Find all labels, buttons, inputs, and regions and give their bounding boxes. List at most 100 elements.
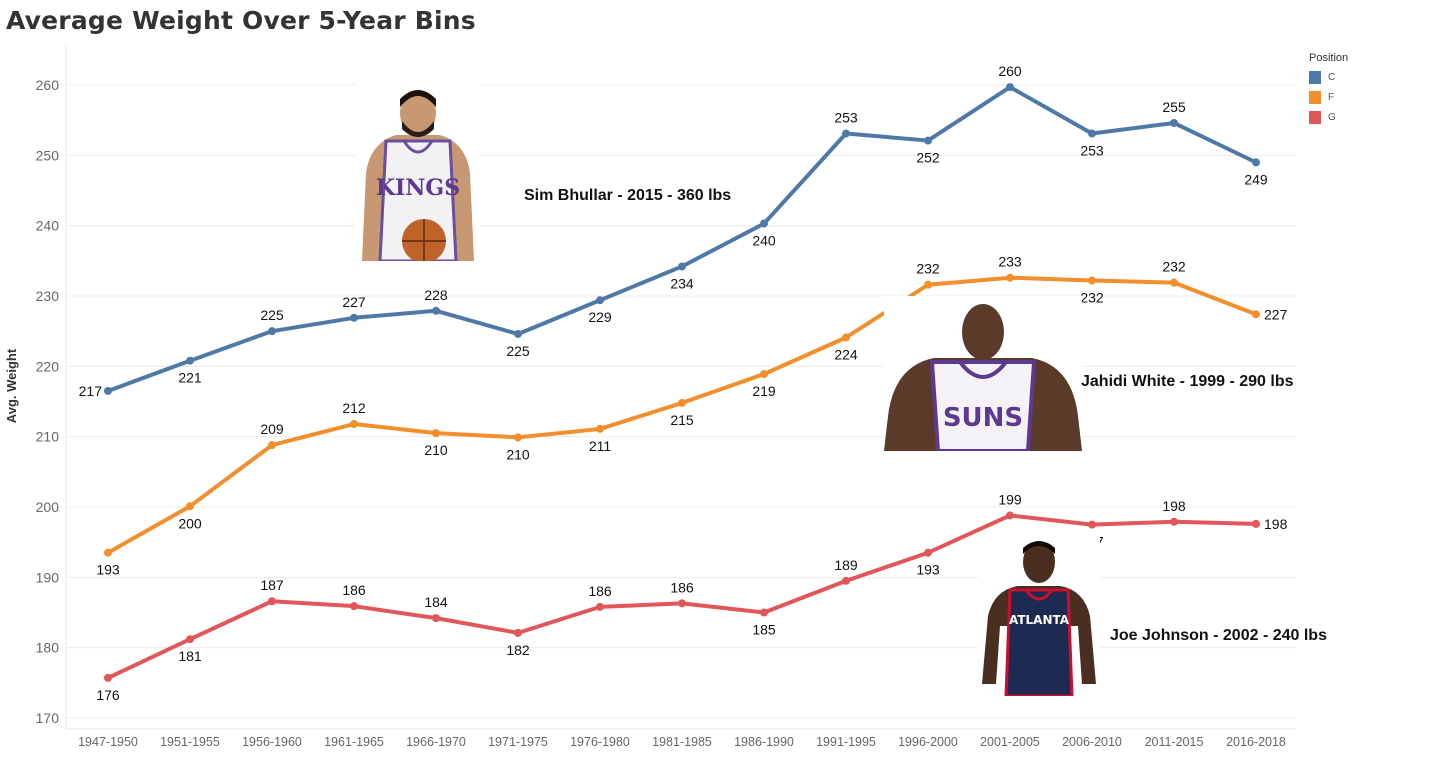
data-point-f[interactable] — [596, 424, 604, 433]
data-point-g[interactable] — [760, 608, 768, 617]
data-point-c[interactable] — [1252, 158, 1260, 167]
data-point-g[interactable] — [104, 673, 112, 682]
data-point-c[interactable] — [760, 219, 768, 228]
jersey-team-suns: SUNS — [943, 403, 1023, 433]
data-point-c[interactable] — [1006, 83, 1014, 92]
data-label-f: 224 — [834, 346, 858, 362]
legend-item-c[interactable]: C — [1309, 67, 1348, 87]
y-tick-label: 250 — [36, 147, 60, 163]
jersey-team-atlanta: ATLANTA — [1009, 613, 1070, 627]
data-label-c: 240 — [752, 233, 776, 249]
data-point-c[interactable] — [596, 296, 604, 305]
data-label-c: 249 — [1244, 171, 1268, 187]
x-tick-label: 1951-1955 — [160, 735, 220, 749]
chart-title: Average Weight Over 5-Year Bins — [6, 6, 476, 35]
series-line-c — [106, 85, 1258, 393]
data-point-f[interactable] — [350, 420, 358, 429]
data-label-f: 200 — [178, 515, 202, 531]
data-point-c[interactable] — [1170, 118, 1178, 127]
y-tick-label: 180 — [36, 640, 60, 656]
data-label-c: 225 — [506, 343, 530, 359]
data-point-g[interactable] — [268, 597, 276, 606]
data-label-g: 198 — [1264, 516, 1288, 532]
data-label-c: 217 — [79, 383, 103, 399]
data-point-c[interactable] — [432, 306, 440, 315]
data-point-g[interactable] — [1252, 519, 1260, 528]
data-point-f[interactable] — [1088, 276, 1096, 285]
data-point-f[interactable] — [1252, 310, 1260, 319]
data-label-c: 229 — [588, 309, 612, 325]
data-point-c[interactable] — [842, 129, 850, 138]
player-photo-joe-johnson: ATLANTA — [978, 534, 1100, 696]
data-point-f[interactable] — [514, 433, 522, 442]
data-point-g[interactable] — [842, 576, 850, 585]
data-point-c[interactable] — [268, 327, 276, 336]
data-point-g[interactable] — [1006, 511, 1014, 520]
data-point-g[interactable] — [186, 635, 194, 644]
data-label-c: 228 — [424, 287, 448, 303]
data-point-f[interactable] — [842, 333, 850, 342]
data-point-g[interactable] — [1088, 520, 1096, 529]
data-label-c: 255 — [1162, 99, 1186, 115]
data-point-c[interactable] — [514, 329, 522, 338]
x-tick-label: 1956-1960 — [242, 735, 302, 749]
data-point-c[interactable] — [678, 262, 686, 271]
data-point-g[interactable] — [1170, 517, 1178, 526]
data-point-f[interactable] — [104, 548, 112, 557]
legend-swatch-f — [1309, 90, 1321, 104]
y-tick-label: 170 — [36, 710, 60, 726]
data-point-g[interactable] — [596, 602, 604, 611]
data-label-g: 184 — [424, 594, 448, 610]
y-axis-label: Avg. Weight — [4, 348, 19, 423]
legend: Position C F G — [1309, 52, 1348, 127]
data-point-g[interactable] — [432, 614, 440, 623]
y-tick-label: 220 — [36, 358, 60, 374]
data-label-c: 225 — [260, 307, 284, 323]
x-axis-ticks: 1947-1950 1951-1955 1956-1960 1961-1965 1966… — [78, 735, 1286, 749]
data-point-f[interactable] — [678, 398, 686, 407]
legend-label-g: G — [1328, 111, 1336, 123]
data-label-f: 210 — [506, 446, 530, 462]
legend-item-f[interactable]: F — [1309, 87, 1348, 107]
y-tick-label: 230 — [36, 288, 60, 304]
legend-item-g[interactable]: G — [1309, 107, 1348, 127]
data-point-f[interactable] — [268, 441, 276, 450]
data-point-g[interactable] — [350, 602, 358, 611]
data-label-f: 210 — [424, 442, 448, 458]
data-label-c: 221 — [178, 370, 202, 386]
data-labels: 217 221 225 227 228 225 229 234 240 253 252 260 253 2… — [79, 63, 1288, 703]
data-point-c[interactable] — [104, 386, 112, 395]
x-tick-label: 1971-1975 — [488, 735, 548, 749]
data-point-f[interactable] — [1006, 273, 1014, 282]
legend-label-c: C — [1328, 71, 1336, 83]
data-label-f: 211 — [589, 438, 612, 454]
data-label-g: 187 — [260, 577, 284, 593]
data-point-f[interactable] — [760, 370, 768, 379]
data-point-c[interactable] — [350, 313, 358, 322]
data-label-f: 193 — [96, 562, 120, 578]
data-point-f[interactable] — [432, 429, 440, 438]
data-label-g: 176 — [96, 687, 120, 703]
data-label-f: 232 — [1162, 259, 1186, 275]
data-point-f[interactable] — [924, 280, 932, 289]
legend-title: Position — [1309, 52, 1349, 64]
data-point-c[interactable] — [1088, 129, 1096, 138]
x-tick-label: 2001-2005 — [980, 735, 1040, 749]
data-point-f[interactable] — [186, 502, 194, 511]
data-label-g: 181 — [178, 648, 202, 664]
data-label-f: 232 — [1080, 290, 1104, 306]
jersey-team-kings: KINGS — [376, 175, 460, 201]
data-point-g[interactable] — [514, 628, 522, 637]
annotation-jahidi-white: Jahidi White - 1999 - 290 lbs — [1081, 373, 1294, 390]
annotation-joe-johnson: Joe Johnson - 2002 - 240 lbs — [1110, 627, 1327, 644]
data-point-g[interactable] — [678, 599, 686, 608]
data-label-f: 215 — [670, 412, 694, 428]
data-point-c[interactable] — [924, 136, 932, 145]
data-label-g: 198 — [1162, 498, 1186, 514]
data-point-c[interactable] — [186, 356, 194, 365]
x-tick-label: 1991-1995 — [816, 735, 876, 749]
x-tick-label: 1961-1965 — [324, 735, 384, 749]
data-point-g[interactable] — [924, 548, 932, 557]
data-point-f[interactable] — [1170, 278, 1178, 287]
data-label-f: 212 — [342, 400, 366, 416]
